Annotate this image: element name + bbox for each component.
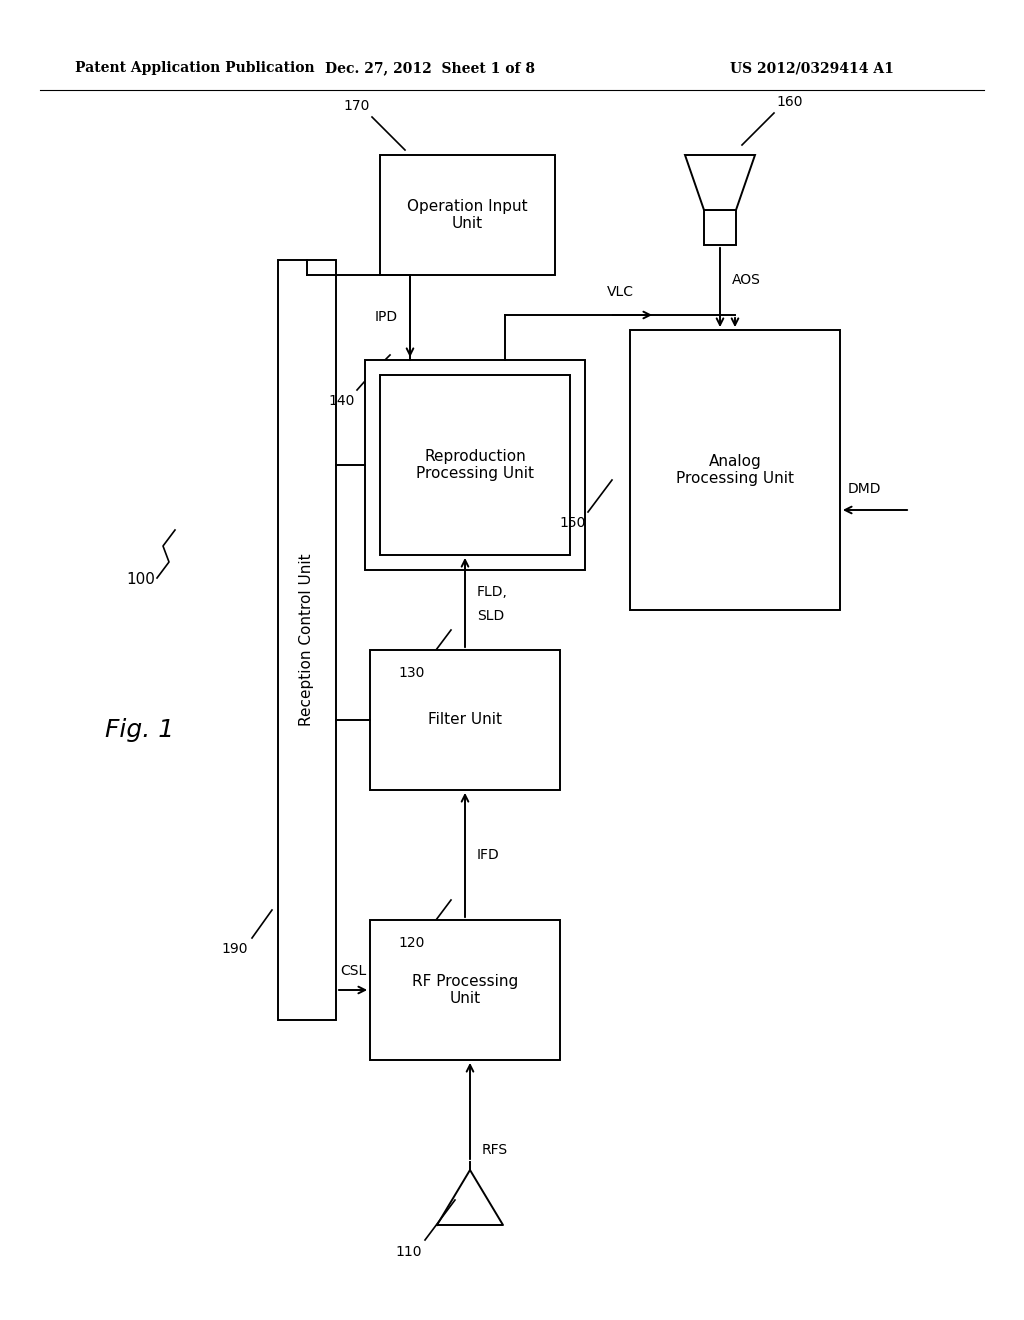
Bar xyxy=(370,920,560,1060)
Polygon shape xyxy=(685,154,755,210)
Text: SLD: SLD xyxy=(477,609,504,623)
Bar xyxy=(705,210,736,246)
Text: Operation Input
Unit: Operation Input Unit xyxy=(408,199,527,231)
Text: IFD: IFD xyxy=(477,847,500,862)
Text: Reproduction
Processing Unit: Reproduction Processing Unit xyxy=(416,449,534,482)
Text: Filter Unit: Filter Unit xyxy=(428,713,502,727)
Text: RF Processing
Unit: RF Processing Unit xyxy=(412,974,518,1006)
Text: 110: 110 xyxy=(395,1245,422,1259)
Text: 130: 130 xyxy=(398,667,425,680)
Bar xyxy=(365,360,585,570)
Text: CSL: CSL xyxy=(340,964,367,978)
Text: 150: 150 xyxy=(560,516,586,531)
Bar xyxy=(380,154,555,275)
Text: 160: 160 xyxy=(776,95,803,110)
Text: DMD: DMD xyxy=(848,482,882,496)
Text: FLD,: FLD, xyxy=(477,585,508,599)
Text: Reception Control Unit: Reception Control Unit xyxy=(299,553,314,726)
Text: IPD: IPD xyxy=(375,310,398,323)
Bar xyxy=(630,330,840,610)
Bar xyxy=(370,649,560,789)
Text: Fig. 1: Fig. 1 xyxy=(105,718,174,742)
Text: Analog
Processing Unit: Analog Processing Unit xyxy=(676,454,794,486)
Text: 120: 120 xyxy=(398,936,425,950)
Bar xyxy=(278,260,336,1020)
Text: Patent Application Publication: Patent Application Publication xyxy=(75,61,314,75)
Text: VLC: VLC xyxy=(606,285,634,300)
Text: Dec. 27, 2012  Sheet 1 of 8: Dec. 27, 2012 Sheet 1 of 8 xyxy=(325,61,535,75)
Text: US 2012/0329414 A1: US 2012/0329414 A1 xyxy=(730,61,894,75)
Text: RFS: RFS xyxy=(482,1143,508,1158)
Text: AOS: AOS xyxy=(732,273,761,286)
Text: 100: 100 xyxy=(126,573,155,587)
Text: 140: 140 xyxy=(329,393,355,408)
Text: 190: 190 xyxy=(221,942,248,956)
Bar xyxy=(380,375,570,554)
Text: 170: 170 xyxy=(344,99,370,114)
